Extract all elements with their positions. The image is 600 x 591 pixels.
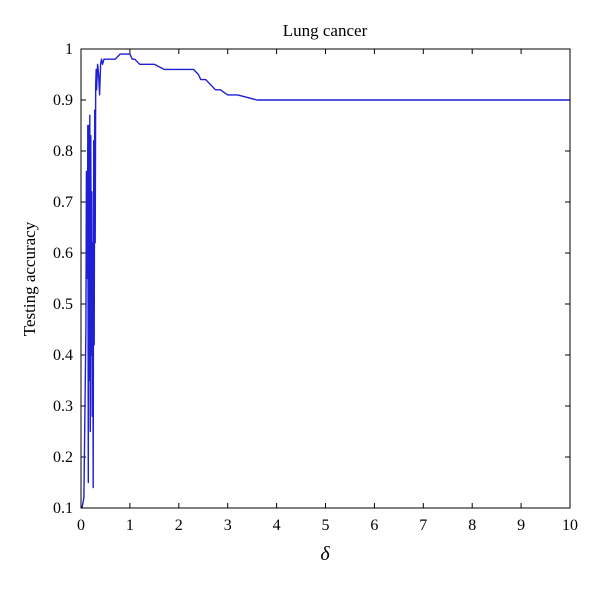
chart-title: Lung cancer — [283, 21, 368, 40]
y-tick-label: 0.4 — [53, 347, 73, 364]
x-tick-label: 6 — [370, 517, 378, 534]
x-tick-label: 7 — [419, 517, 427, 534]
y-tick-label: 0.9 — [53, 92, 73, 109]
x-tick-label: 5 — [322, 517, 330, 534]
x-tick-label: 1 — [126, 517, 134, 534]
x-axis-label: δ — [320, 543, 330, 565]
plot-frame — [80, 48, 571, 509]
y-tick-label: 0.5 — [53, 296, 73, 313]
x-tick-label: 9 — [517, 517, 525, 534]
x-tick-label: 8 — [468, 517, 476, 534]
x-tick-label: 10 — [562, 517, 578, 534]
y-tick-label: 0.6 — [53, 245, 73, 262]
y-axis-label: Testing accuracy — [20, 221, 39, 336]
y-tick-label: 0.2 — [53, 449, 73, 466]
x-tick-label: 3 — [224, 517, 232, 534]
y-tick-label: 0.3 — [53, 398, 73, 415]
x-tick-label: 4 — [273, 517, 281, 534]
x-tick-label: 2 — [175, 517, 183, 534]
y-tick-label: 0.7 — [53, 194, 73, 211]
y-tick-label: 1 — [65, 41, 73, 58]
y-tick-label: 0.8 — [53, 143, 73, 160]
x-tick-label: 0 — [77, 517, 85, 534]
y-tick-label: 0.1 — [53, 500, 73, 517]
accuracy-series-line — [81, 53, 570, 509]
data-series-layer — [81, 53, 570, 509]
axis-ticks: 0 1 2 3 4 5 6 7 8 9 10 0.1 0.2 0.3 0.4 0.5 0.6 0.7 0.8 0.9 1 — [53, 41, 578, 534]
